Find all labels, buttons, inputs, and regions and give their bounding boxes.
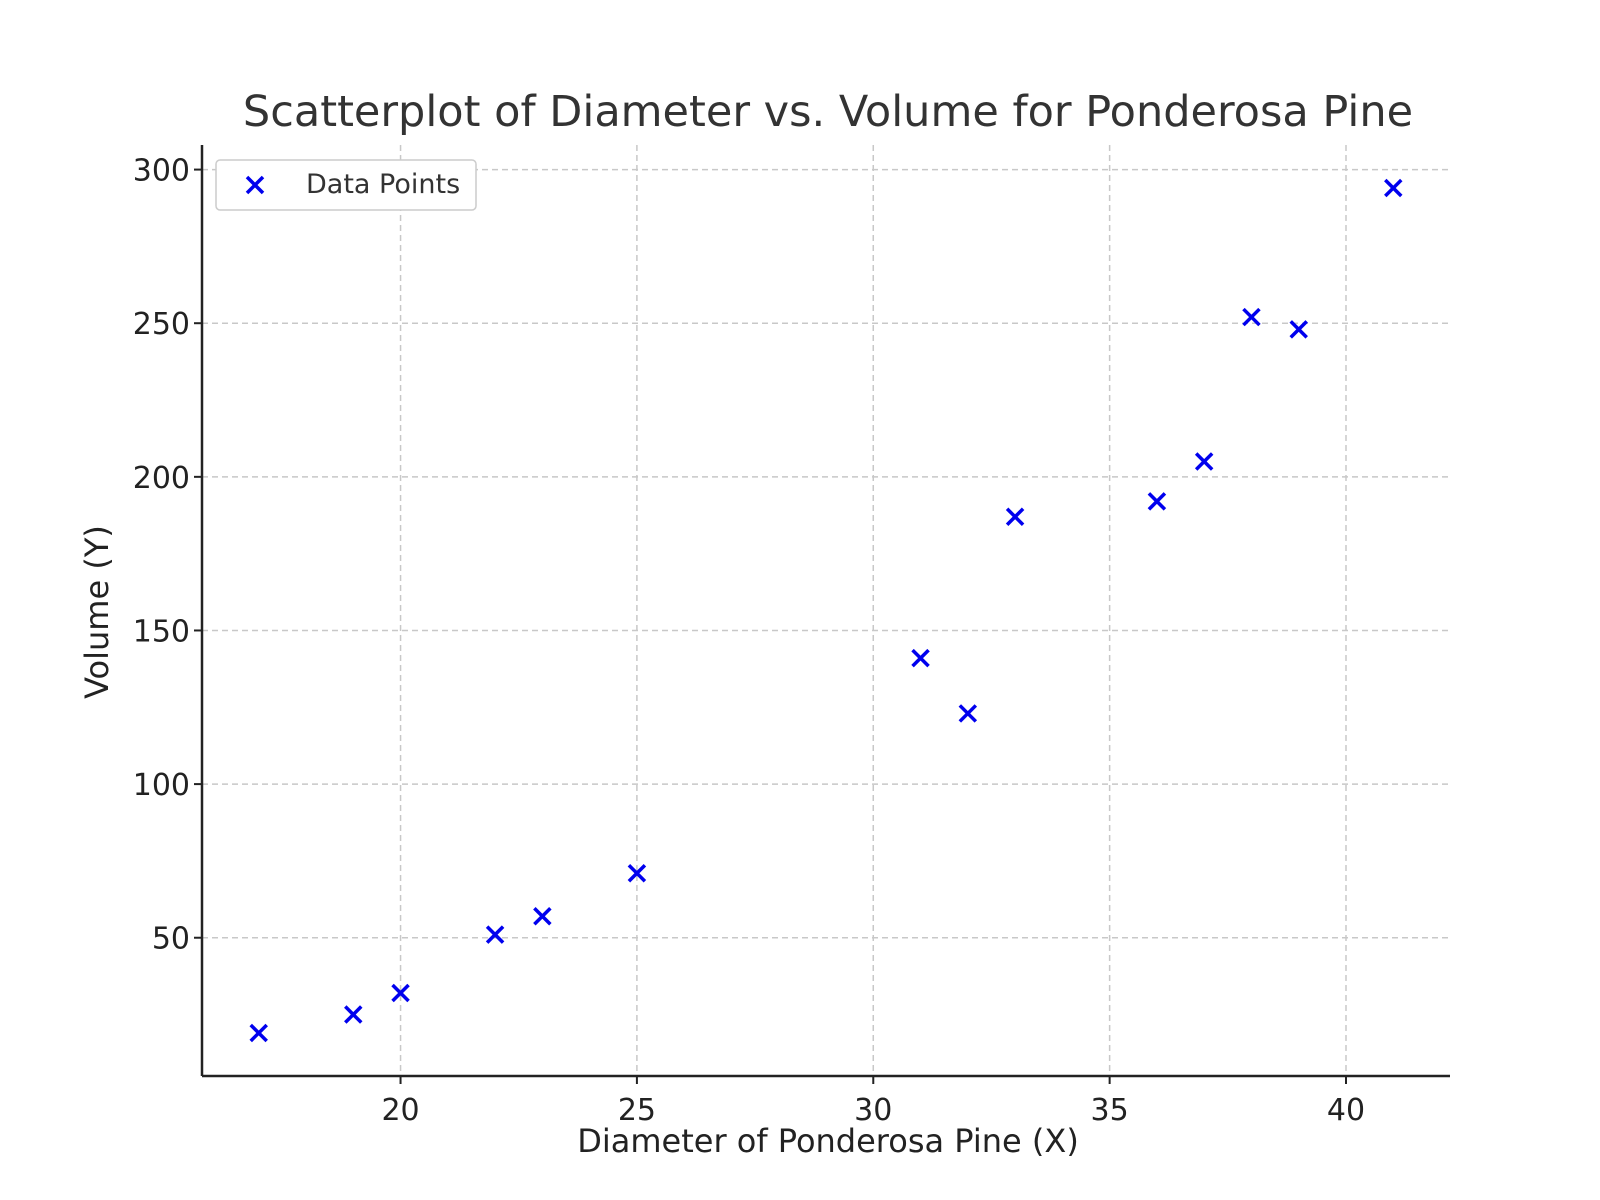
y-tick-label-250: 250 <box>133 307 190 342</box>
y-tick-label-200: 200 <box>133 461 190 496</box>
data-point-0-12 <box>1289 320 1308 339</box>
x-tick-label-35: 35 <box>1091 1093 1129 1128</box>
points-layer <box>249 178 1403 1043</box>
data-point-0-9-stroke-b <box>1147 492 1167 511</box>
data-point-0-11-stroke-b <box>1242 307 1261 327</box>
y-tick-label-50: 50 <box>152 922 190 957</box>
x-tick-label-30: 30 <box>854 1093 892 1128</box>
data-point-0-0 <box>249 1023 268 1043</box>
data-point-0-6-stroke-b <box>911 648 930 668</box>
data-point-0-2 <box>391 983 410 1003</box>
data-point-0-6 <box>911 648 930 668</box>
axes-layer <box>200 145 1450 1078</box>
legend-box <box>215 159 477 211</box>
data-point-0-5-stroke-b <box>627 863 647 883</box>
data-point-0-4 <box>533 906 552 926</box>
chart-title: Scatterplot of Diameter vs. Volume for P… <box>243 87 1413 137</box>
legend: Data Points <box>215 159 477 211</box>
data-point-0-3-stroke-b <box>485 925 505 944</box>
data-point-0-5 <box>627 863 647 883</box>
data-point-0-11 <box>1242 307 1261 327</box>
x-tick-label-20: 20 <box>381 1093 419 1128</box>
data-point-0-1-stroke-b <box>344 1005 363 1024</box>
x-tick-label-25: 25 <box>618 1093 656 1128</box>
ticks-layer: 20 25 30 35 40 50 100 150 200 250 300 <box>133 154 1365 1128</box>
legend-label: Data Points <box>306 169 460 200</box>
data-point-0-10 <box>1194 452 1214 471</box>
x-tick-label-40: 40 <box>1327 1093 1365 1128</box>
y-tick-label-300: 300 <box>133 154 190 189</box>
data-point-0-3 <box>485 925 505 944</box>
data-point-0-13-stroke-b <box>1384 178 1403 198</box>
x-axis-title: Diameter of Ponderosa Pine (X) <box>577 1122 1079 1160</box>
legend-marker-stroke-b <box>245 175 265 195</box>
y-axis-title: Volume (Y) <box>78 525 116 699</box>
data-point-0-12-stroke-b <box>1289 320 1308 339</box>
data-point-0-2-stroke-b <box>391 983 410 1003</box>
data-point-0-10-stroke-b <box>1194 452 1214 471</box>
data-point-0-4-stroke-b <box>533 906 552 926</box>
data-point-0-13 <box>1384 178 1403 198</box>
legend-marker-x-icon <box>245 175 265 195</box>
data-point-0-8 <box>1005 507 1025 527</box>
data-point-0-8-stroke-b <box>1005 507 1025 527</box>
data-point-0-9 <box>1147 492 1167 511</box>
y-tick-label-100: 100 <box>133 768 190 803</box>
grid-layer <box>202 145 1450 1076</box>
data-point-0-0-stroke-b <box>249 1023 268 1043</box>
data-point-0-7-stroke-b <box>958 704 978 723</box>
y-tick-label-150: 150 <box>133 614 190 649</box>
data-point-0-7 <box>958 704 978 723</box>
data-point-0-1 <box>344 1005 363 1024</box>
